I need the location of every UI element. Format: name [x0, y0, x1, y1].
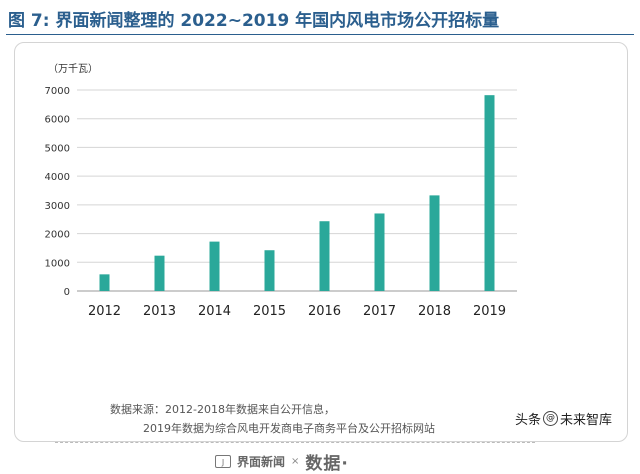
- x-tick-label: 2018: [418, 304, 451, 319]
- y-tick-label: 5000: [45, 143, 70, 154]
- unit-label: （万千瓦）: [48, 63, 98, 75]
- source-line-1: 数据来源：2012-2018年数据来自公开信息，: [110, 403, 335, 416]
- source-line-2: 2019年数据为综合风电开发商电子商务平台及公开招标网站: [143, 422, 435, 435]
- footer-divider: [55, 442, 535, 443]
- bar-2016: [319, 221, 330, 291]
- at-icon: @: [543, 411, 559, 426]
- y-tick-label: 0: [64, 287, 70, 298]
- x-tick-label: 2012: [88, 304, 121, 319]
- watermark: 头条 @ 未来智库: [515, 409, 612, 428]
- x-tick-label: 2019: [473, 304, 506, 319]
- bar-2012: [99, 274, 110, 291]
- bar-2015: [264, 250, 275, 291]
- x-tick-label: 2016: [308, 304, 341, 319]
- bar-2018: [429, 195, 440, 291]
- watermark-name: 未来智库: [560, 413, 613, 428]
- gridlines: [77, 89, 517, 292]
- x-tick-labels: 2012 2013 2014 2015 2016 2017 2018 2019: [88, 304, 506, 319]
- jiemian-name: 界面新闻: [237, 454, 286, 469]
- x-tick-label: 2014: [198, 304, 231, 319]
- cross-mark: ×: [291, 455, 300, 467]
- y-tick-label: 3000: [45, 201, 70, 212]
- watermark-prefix: 头条: [515, 413, 542, 428]
- y-tick-label: 2000: [45, 230, 70, 241]
- y-tick-label: 7000: [45, 86, 70, 97]
- bars: [99, 95, 495, 291]
- x-tick-label: 2017: [363, 304, 396, 319]
- shuju-logo: 数据·: [305, 453, 349, 474]
- footer: J 界面新闻 × 数据·: [215, 450, 349, 474]
- bar-chart: （万千瓦） 0 1000 2000 3000 4000 5000 6000 7000 2012…: [45, 63, 517, 319]
- jiemian-logo-icon: J: [215, 454, 231, 468]
- bar-2019: [484, 95, 495, 291]
- title-rule: [6, 34, 634, 35]
- x-tick-label: 2015: [253, 304, 286, 319]
- bar-2013: [154, 255, 165, 291]
- y-tick-label: 1000: [45, 258, 70, 269]
- figure-title: 图 7: 界面新闻整理的 2022~2019 年国内风电市场公开招标量: [8, 11, 500, 31]
- figure-header: 图 7: 界面新闻整理的 2022~2019 年国内风电市场公开招标量: [0, 0, 640, 36]
- bar-2014: [209, 241, 220, 291]
- x-tick-label: 2013: [143, 304, 176, 319]
- chart-card: （万千瓦） 0 1000 2000 3000 4000 5000 6000 7000 2012…: [14, 42, 628, 474]
- y-tick-labels: 0 1000 2000 3000 4000 5000 6000 7000: [45, 86, 70, 298]
- y-tick-label: 6000: [45, 115, 70, 126]
- bar-2017: [374, 213, 385, 291]
- y-tick-label: 4000: [45, 172, 70, 183]
